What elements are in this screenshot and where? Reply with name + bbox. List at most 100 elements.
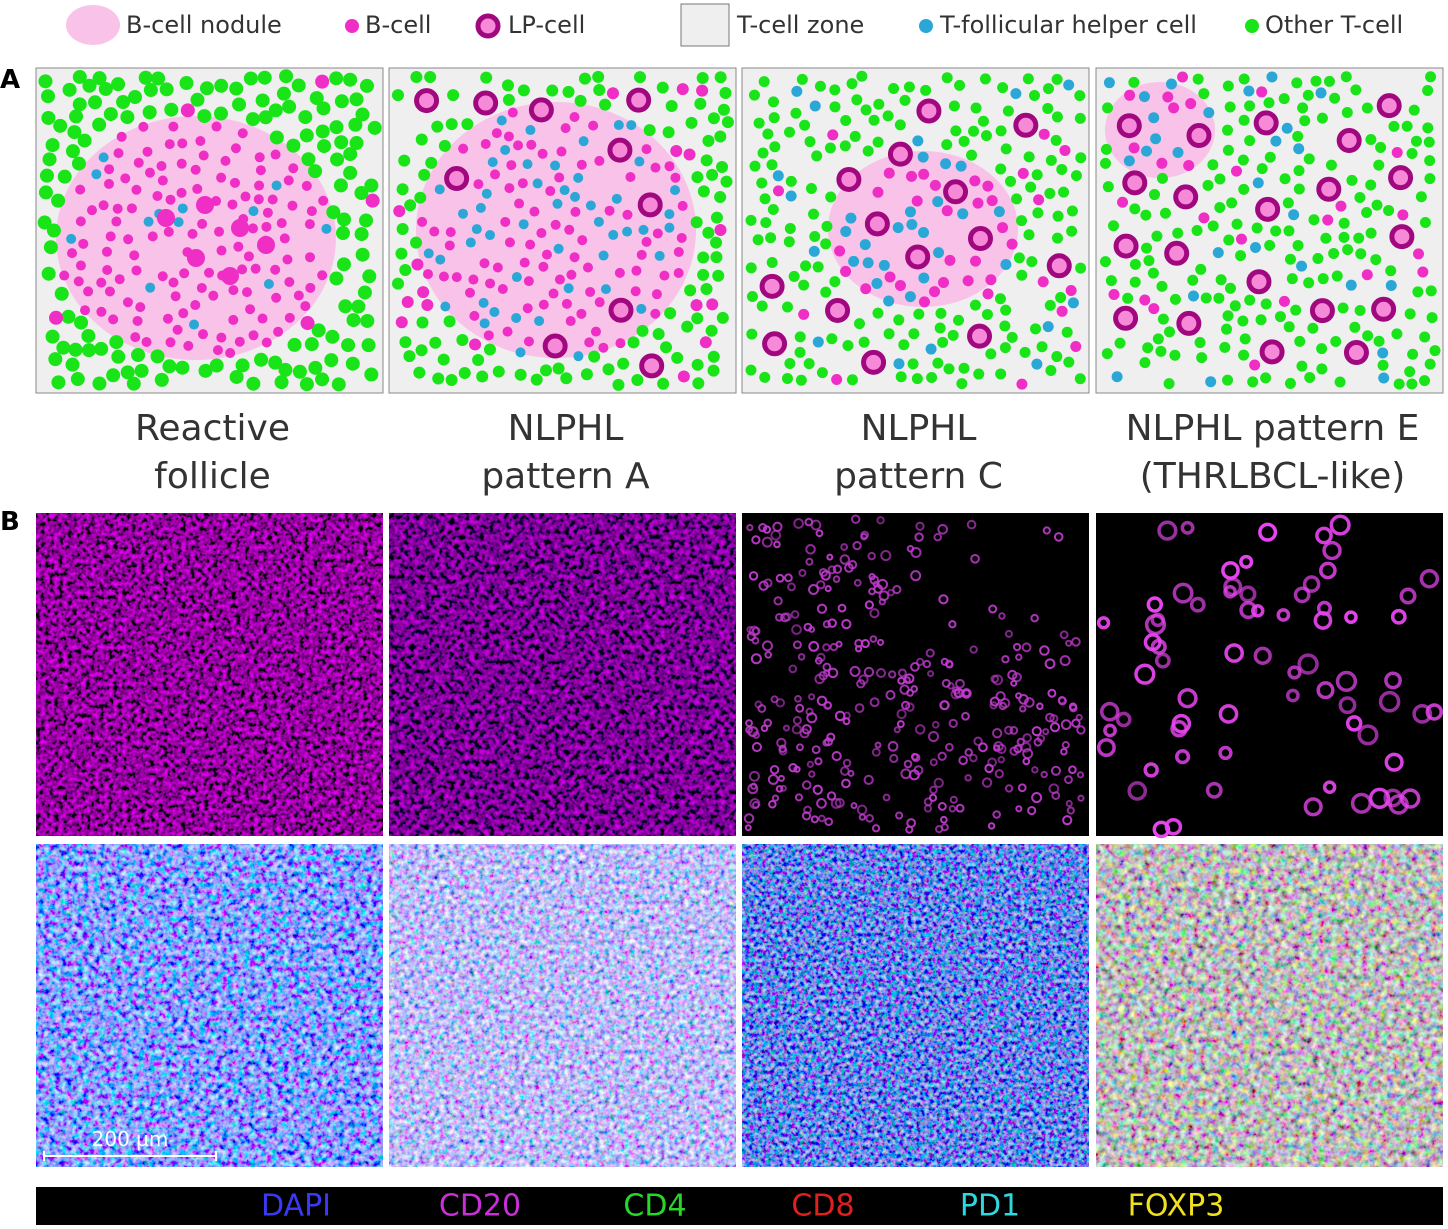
cell bbox=[707, 364, 720, 377]
cell bbox=[300, 301, 311, 312]
lp-cell bbox=[473, 90, 499, 116]
cell-signal bbox=[1285, 688, 1300, 703]
cell-signal bbox=[915, 657, 925, 667]
cell bbox=[1385, 280, 1397, 292]
cell bbox=[245, 112, 260, 127]
cell-signal bbox=[770, 529, 782, 541]
cell bbox=[1187, 290, 1199, 302]
cell bbox=[216, 245, 227, 256]
cell-signal bbox=[1253, 646, 1272, 665]
cell bbox=[957, 208, 969, 220]
cell bbox=[911, 373, 923, 385]
cell bbox=[1334, 376, 1346, 388]
cell-signal bbox=[1357, 724, 1379, 746]
cell bbox=[133, 157, 144, 168]
cell bbox=[315, 124, 330, 139]
cell-signal bbox=[1049, 722, 1061, 733]
cell bbox=[820, 286, 832, 298]
cell bbox=[183, 340, 194, 351]
cell bbox=[1316, 112, 1328, 124]
cell-signal bbox=[1384, 752, 1404, 772]
cell bbox=[329, 71, 344, 86]
cell bbox=[756, 300, 768, 312]
cell bbox=[65, 357, 80, 372]
cell bbox=[872, 307, 884, 319]
cell bbox=[324, 353, 339, 368]
cell-signal bbox=[878, 590, 890, 602]
cell-signal bbox=[1127, 781, 1148, 801]
cell bbox=[330, 152, 345, 167]
cell bbox=[500, 144, 511, 155]
cell bbox=[600, 284, 611, 295]
cell bbox=[795, 374, 807, 386]
cell bbox=[38, 185, 53, 200]
cell bbox=[1032, 207, 1044, 219]
cell-signal bbox=[1412, 703, 1433, 724]
cell bbox=[198, 150, 209, 161]
cell bbox=[932, 196, 944, 208]
cell bbox=[1342, 244, 1354, 256]
cell bbox=[216, 332, 227, 343]
cell-signal bbox=[1287, 665, 1302, 680]
cell bbox=[643, 124, 656, 137]
cell bbox=[141, 337, 152, 348]
cell bbox=[308, 360, 323, 375]
cell-signal bbox=[987, 757, 997, 768]
cell-signal bbox=[992, 728, 1003, 739]
cell bbox=[214, 226, 225, 237]
cell bbox=[228, 314, 239, 325]
cell-signal bbox=[1239, 554, 1254, 569]
cell bbox=[1042, 83, 1054, 95]
lp-cell bbox=[1371, 296, 1397, 322]
cell bbox=[918, 296, 930, 308]
cell bbox=[539, 364, 552, 377]
cell bbox=[1191, 224, 1203, 236]
cell bbox=[276, 86, 291, 101]
cell-signal bbox=[1050, 765, 1062, 776]
cell bbox=[1312, 252, 1324, 264]
cell bbox=[1044, 187, 1056, 199]
cell bbox=[1056, 163, 1068, 175]
cell bbox=[1026, 256, 1038, 268]
cell bbox=[903, 81, 915, 93]
lp-cell bbox=[1173, 184, 1199, 210]
cell bbox=[1340, 71, 1352, 83]
cell bbox=[262, 207, 273, 218]
cell bbox=[1373, 335, 1385, 347]
cell bbox=[1063, 356, 1075, 368]
cell bbox=[46, 223, 61, 238]
cell-signal bbox=[937, 751, 947, 761]
cell bbox=[798, 279, 810, 291]
cell bbox=[301, 152, 316, 167]
cell bbox=[972, 197, 984, 209]
cell-signal bbox=[795, 703, 805, 713]
cell bbox=[1424, 173, 1436, 185]
cell-signal bbox=[1103, 723, 1117, 738]
cell bbox=[1122, 292, 1134, 304]
cell bbox=[1103, 77, 1115, 89]
cell bbox=[227, 199, 238, 210]
cell-signal bbox=[876, 516, 885, 525]
cell bbox=[75, 184, 86, 195]
cell bbox=[805, 183, 817, 195]
cell bbox=[907, 358, 919, 370]
cell bbox=[143, 83, 158, 98]
cell bbox=[714, 71, 727, 84]
cell bbox=[102, 265, 113, 276]
cell bbox=[1425, 71, 1437, 83]
cell bbox=[664, 222, 675, 233]
cell bbox=[1221, 323, 1233, 335]
cell bbox=[617, 357, 630, 370]
cell-signal bbox=[1390, 608, 1407, 625]
cell bbox=[445, 374, 458, 387]
cell bbox=[1385, 265, 1397, 277]
cell bbox=[104, 178, 115, 189]
cell-signal bbox=[885, 690, 896, 701]
cell-signal bbox=[863, 666, 875, 678]
cell bbox=[918, 226, 930, 238]
cell bbox=[803, 358, 815, 370]
cell bbox=[421, 298, 434, 311]
cell bbox=[615, 338, 626, 349]
cell bbox=[825, 191, 837, 203]
cell bbox=[120, 173, 131, 184]
